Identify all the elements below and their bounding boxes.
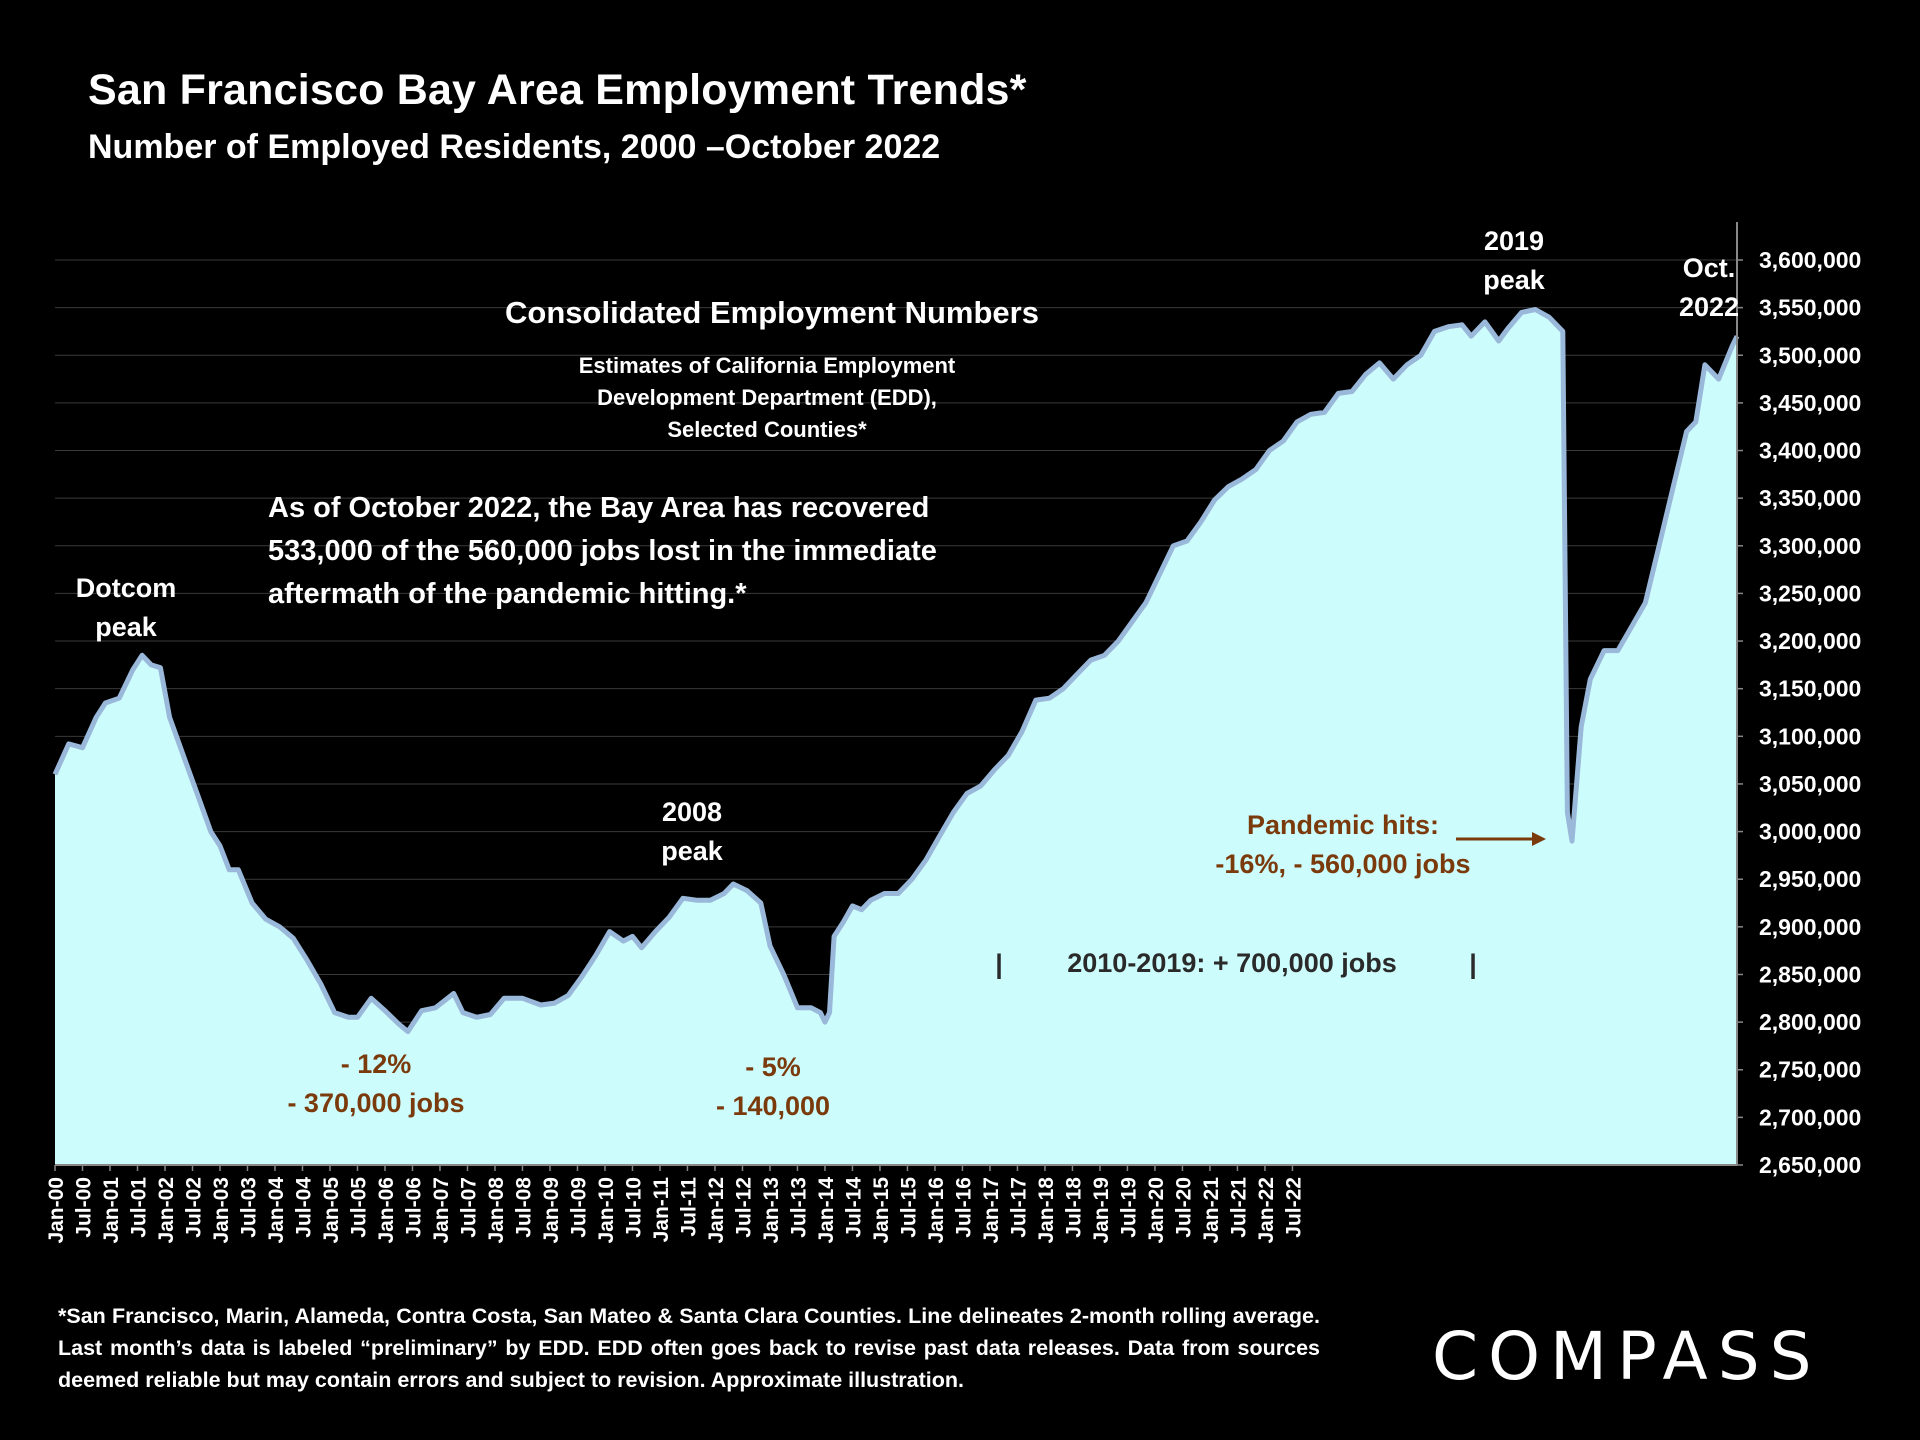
x-tick-label: Jul-01 [127,1177,150,1238]
pandemic-arrow-head [1532,832,1546,846]
y-tick-label: 2,700,000 [1759,1104,1861,1130]
x-tick-label: Jan-00 [45,1177,68,1244]
x-tick-label: Jul-03 [237,1177,260,1238]
range-bar-left: | [995,949,1003,979]
x-tick-label: Jan-03 [210,1177,233,1244]
x-tick-label: Jul-17 [1007,1177,1030,1238]
x-tick-label: Jan-09 [540,1177,563,1244]
area-fill [55,309,1737,1165]
chart-title: San Francisco Bay Area Employment Trends… [88,66,1027,114]
x-tick-label: Jan-12 [705,1177,728,1244]
y-tick-label: 3,600,000 [1759,247,1861,273]
annotation-dotcom-peak: Dotcom peak [76,573,177,642]
box-title: Consolidated Employment Numbers [505,295,1039,330]
axes: 2,650,000 2,700,000 2,750,000 2,800,000 2,85… [45,222,1861,1244]
y-tick-label: 3,300,000 [1759,533,1861,559]
footnote: *San Francisco, Marin, Alameda, Contra C… [58,1304,1320,1392]
chart-subtitle: Number of Employed Residents, 2000 –Octo… [88,128,941,166]
annotation-pandemic: Pandemic hits: -16%, - 560,000 jobs [1215,810,1470,879]
x-tick-label: Jan-19 [1090,1177,1113,1244]
x-tick-label: Jul-16 [952,1177,975,1238]
x-tick-label: Jul-22 [1282,1177,1305,1238]
y-tick-label: 3,150,000 [1759,676,1861,702]
annotation-2019-peak: 2019 peak [1483,226,1546,295]
x-tick-label: Jul-09 [567,1177,590,1238]
annotations: Dotcom peak 2008 peak 2019 peak Oct. 2022 - 12% -… [76,226,1739,1121]
x-tick-label: Jul-21 [1227,1177,1250,1238]
x-tick-label: Jul-07 [457,1177,480,1238]
y-tick-label: 3,400,000 [1759,438,1861,464]
x-tick-label: Jan-21 [1200,1177,1223,1244]
annotation-oct-2022: Oct. 2022 [1679,253,1739,322]
y-tick-label: 2,650,000 [1759,1152,1861,1178]
x-tick-label: Jan-05 [320,1177,343,1244]
x-tick-label: Jan-02 [155,1177,178,1244]
y-tick-label: 3,200,000 [1759,628,1861,654]
x-tick-label: Jan-07 [430,1177,453,1244]
x-tick-label: Jan-22 [1255,1177,1278,1244]
x-tick-label: Jan-11 [650,1177,673,1243]
x-tick-label: Jan-20 [1145,1177,1168,1244]
y-tick-label: 2,900,000 [1759,914,1861,940]
x-tick-label: Jul-20 [1172,1177,1195,1238]
y-tick-label: 3,250,000 [1759,580,1861,606]
x-tick-label: Jan-04 [265,1177,288,1244]
y-tick-label: 3,000,000 [1759,819,1861,845]
x-tick-label: Jan-17 [980,1177,1003,1244]
x-tick-label: Jan-18 [1035,1177,1058,1244]
x-tick-label: Jul-11 [677,1177,700,1237]
x-tick-label: Jul-02 [182,1177,205,1238]
y-tick-label: 3,450,000 [1759,390,1861,416]
x-tick-label: Jul-12 [732,1177,755,1238]
x-tick-label: Jul-05 [347,1177,370,1238]
x-tick-label: Jan-01 [100,1177,123,1244]
x-tick-label: Jul-06 [402,1177,425,1238]
annotation-2008-drop: - 5% - 140,000 [716,1052,830,1121]
y-tick-label: 3,350,000 [1759,485,1861,511]
x-tick-label: Jan-08 [485,1177,508,1244]
y-tick-label: 2,950,000 [1759,866,1861,892]
x-tick-label: Jul-18 [1062,1177,1085,1238]
compass-logo: COMPASS [1432,1318,1822,1395]
data-area [52,307,1740,1165]
annotation-dotcom-drop: - 12% - 370,000 jobs [287,1049,464,1118]
x-tick-label: Jul-15 [897,1177,920,1238]
x-tick-label: Jan-13 [760,1177,783,1244]
x-tick-label: Jul-00 [72,1177,95,1238]
x-tick-label: Jul-10 [622,1177,645,1238]
x-tick-label: Jul-14 [842,1177,865,1238]
x-tick-label: Jul-08 [512,1177,535,1238]
annotation-2008-peak: 2008 peak [661,797,724,866]
range-bar-right: | [1469,949,1477,979]
y-tick-label: 2,850,000 [1759,961,1861,987]
y-tick-label: 2,800,000 [1759,1009,1861,1035]
box-subtitle: Estimates of California Employment Develo… [579,353,956,442]
annotation-2010-2019-range: 2010-2019: + 700,000 jobs [1067,948,1396,978]
x-tick-label: Jan-10 [595,1177,618,1244]
x-tick-label: Jul-13 [787,1177,810,1238]
x-tick-label: Jan-16 [925,1177,948,1244]
x-tick-label: Jul-19 [1117,1177,1140,1238]
y-tick-label: 3,100,000 [1759,723,1861,749]
y-tick-label: 3,050,000 [1759,771,1861,797]
y-tick-label: 2,750,000 [1759,1057,1861,1083]
y-tick-label: 3,550,000 [1759,295,1861,321]
x-tick-label: Jan-06 [375,1177,398,1244]
y-tick-label: 3,500,000 [1759,342,1861,368]
x-tick-label: Jul-04 [292,1177,315,1238]
x-tick-label: Jan-15 [870,1177,893,1244]
recovery-note: As of October 2022, the Bay Area has rec… [268,492,937,610]
x-tick-label: Jan-14 [815,1177,838,1244]
